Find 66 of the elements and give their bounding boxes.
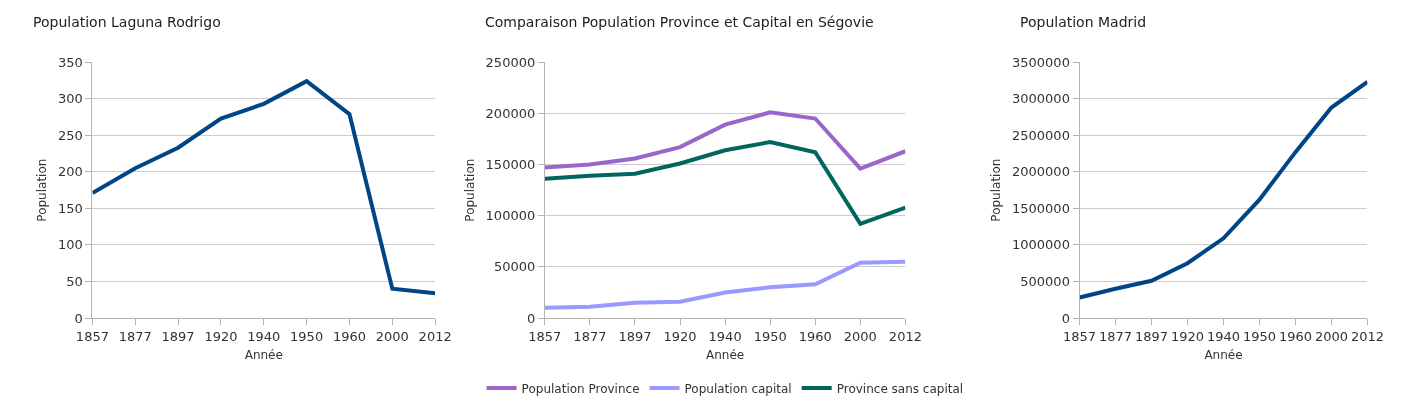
line-series — [1079, 79, 1368, 300]
x-tick-label: 1920 — [204, 328, 238, 344]
x-tick-label: 2012 — [418, 328, 452, 344]
y-tick-label: 250000 — [485, 54, 536, 70]
chart-title: Population Laguna Rodrigo — [33, 14, 221, 30]
x-tick-label: 1960 — [798, 328, 832, 344]
x-tick-label: 1940 — [247, 328, 281, 344]
y-tick-label: 2000000 — [1012, 164, 1070, 180]
x-tick-label: 2012 — [888, 328, 922, 344]
y-tick-label: 0 — [74, 310, 83, 326]
y-tick-label: 100000 — [485, 208, 536, 224]
x-tick-label: 1950 — [753, 328, 787, 344]
x-tick-label: 1940 — [1206, 328, 1241, 344]
legend-label: Population Province — [521, 381, 640, 396]
line-series — [544, 140, 906, 226]
y-tick-label: 0 — [1061, 310, 1070, 326]
legend-label: Population capital — [684, 381, 792, 396]
x-tick-label: 1857 — [1062, 328, 1097, 344]
x-axis-title: Année — [1204, 348, 1243, 363]
x-tick-label: 1920 — [663, 328, 697, 344]
y-tick-label: 100 — [57, 237, 83, 253]
x-tick-label: 1897 — [618, 328, 652, 344]
y-tick-label: 250 — [57, 127, 83, 143]
y-tick-label: 200 — [57, 164, 83, 180]
x-tick-label: 1857 — [75, 328, 109, 344]
x-tick-label: 1877 — [1098, 328, 1133, 344]
y-tick-label: 350 — [57, 54, 83, 70]
y-tick-label: 150000 — [485, 157, 536, 173]
x-tick-label: 2012 — [1350, 328, 1384, 344]
y-tick-label: 1500000 — [1012, 200, 1070, 216]
y-tick-label: 150 — [57, 200, 83, 216]
x-tick-label: 1940 — [708, 328, 742, 344]
y-axis-title: Population — [989, 158, 1004, 222]
y-tick-label: 50 — [66, 274, 83, 290]
x-axis-title: Année — [706, 348, 745, 363]
chart-title: Population Madrid — [1020, 14, 1147, 30]
x-tick-label: 1960 — [1278, 328, 1312, 344]
x-tick-label: 1950 — [290, 328, 324, 344]
y-tick-label: 2500000 — [1012, 127, 1070, 143]
x-tick-label: 1950 — [1242, 328, 1277, 344]
y-tick-label: 500000 — [1020, 274, 1070, 290]
y-axis-title: Population — [462, 158, 477, 222]
x-tick-label: 2000 — [1314, 328, 1348, 344]
y-tick-label: 3000000 — [1012, 91, 1070, 107]
y-axis-title: Population — [35, 158, 50, 222]
x-tick-label: 1877 — [573, 328, 607, 344]
x-tick-label: 1920 — [1170, 328, 1205, 344]
y-tick-label: 300 — [57, 91, 83, 107]
x-axis-title: Année — [244, 348, 283, 363]
x-tick-label: 1877 — [118, 328, 152, 344]
line-series — [544, 110, 906, 171]
x-tick-label: 2000 — [843, 328, 877, 344]
x-tick-label: 1897 — [161, 328, 195, 344]
x-tick-label: 2000 — [375, 328, 409, 344]
x-tick-label: 1857 — [528, 328, 562, 344]
y-tick-label: 3500000 — [1012, 54, 1070, 70]
y-tick-label: 0 — [526, 310, 536, 326]
chart-title: Comparaison Population Province et Capital en Ségovie — [485, 14, 874, 30]
y-tick-label: 1000000 — [1012, 237, 1070, 253]
line-series — [544, 259, 906, 310]
x-tick-label: 1960 — [332, 328, 367, 344]
legend-label: Province sans capital — [836, 381, 964, 396]
y-tick-label: 200000 — [485, 105, 536, 121]
y-tick-label: 50000 — [493, 259, 536, 275]
line-series — [92, 79, 436, 296]
x-tick-label: 1897 — [1134, 328, 1169, 344]
